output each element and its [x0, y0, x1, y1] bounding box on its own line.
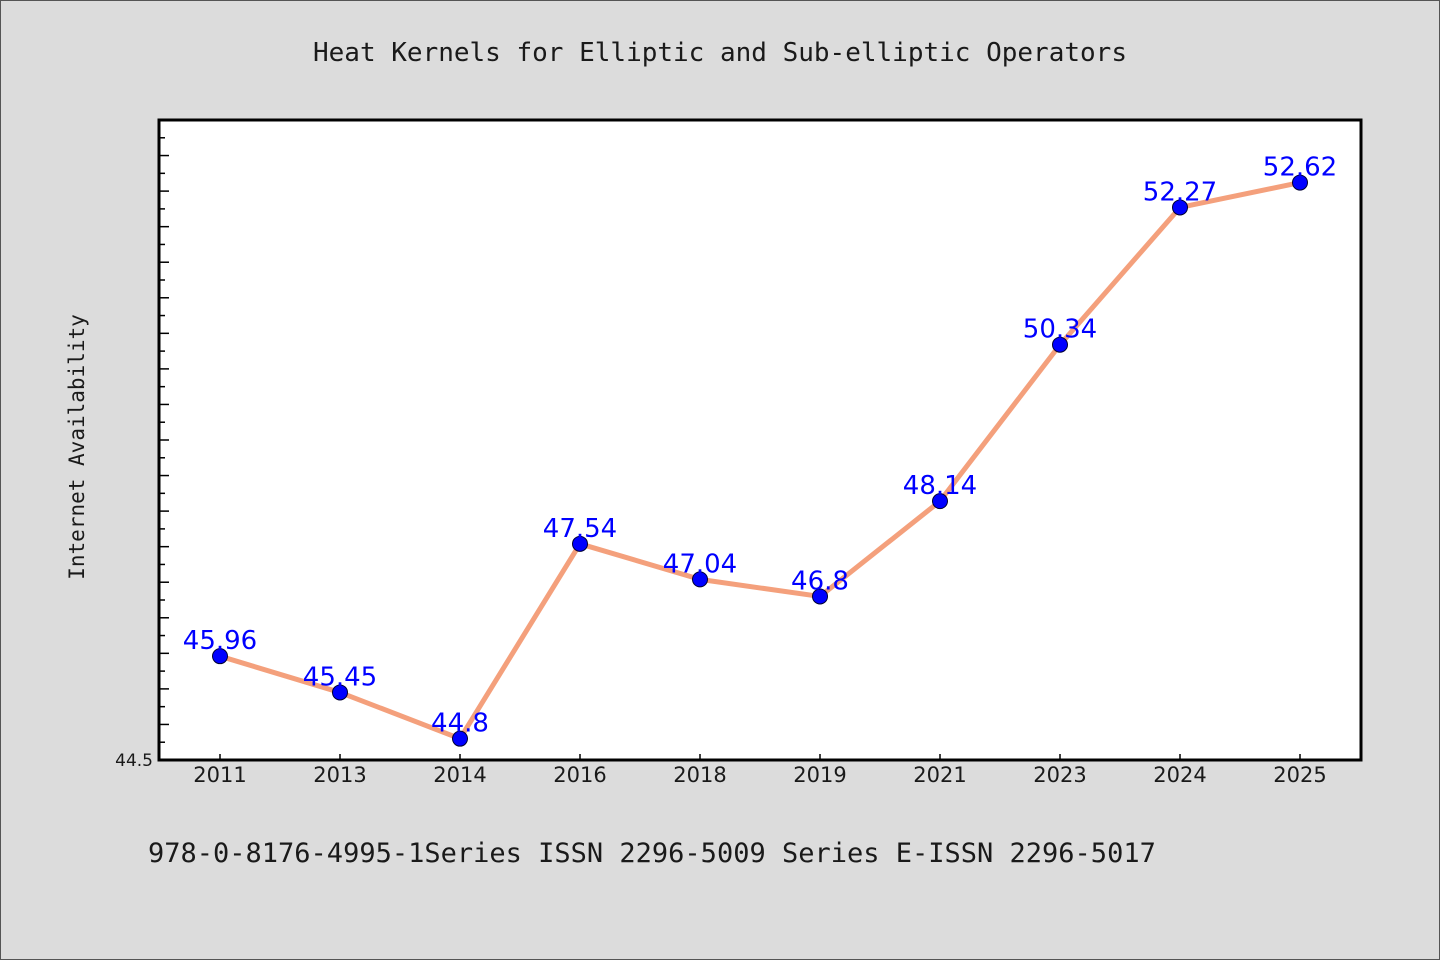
y-axis-ticks [159, 137, 169, 743]
data-point [1052, 336, 1068, 353]
data-point [212, 648, 228, 665]
x-tick-label: 2018 [673, 763, 726, 787]
data-label: 45.45 [303, 662, 377, 692]
x-tick-label: 2019 [793, 763, 846, 787]
x-tick-label: 2023 [1033, 763, 1086, 787]
data-label: 45.96 [183, 626, 257, 656]
data-label: 47.54 [543, 514, 617, 544]
data-labels: 45.96 45.45 44.8 47.54 47.04 46.8 48.14 50.34 52… [183, 153, 1337, 739]
x-tick-label: 2021 [913, 763, 966, 787]
chart-title: Heat Kernels for Elliptic and Sub-ellipt… [313, 38, 1127, 68]
data-point [1172, 199, 1188, 216]
x-tick-label: 2013 [313, 763, 366, 787]
data-label: 44.8 [431, 709, 489, 739]
data-label: 48.14 [903, 471, 977, 501]
x-tick-label: 2016 [553, 763, 606, 787]
data-point [932, 493, 948, 510]
x-tick-labels: 2011 2013 2014 2016 2018 2019 2021 2023 2024 2025 [193, 763, 1326, 787]
x-tick-label: 2014 [433, 763, 486, 787]
data-point [812, 588, 828, 605]
y-tick-label: 44.5 [115, 751, 153, 771]
data-label: 46.8 [791, 566, 849, 596]
x-axis-ticks [219, 754, 1301, 760]
x-tick-label: 2024 [1153, 763, 1206, 787]
y-axis-label: Internet Availability [65, 314, 89, 580]
x-tick-label: 2011 [193, 763, 246, 787]
data-point [332, 684, 348, 701]
data-point [1292, 174, 1308, 191]
data-markers [212, 174, 1308, 747]
x-tick-label: 2025 [1273, 763, 1326, 787]
data-label: 47.04 [663, 549, 737, 579]
data-label: 50.34 [1023, 315, 1097, 345]
footer-text: 978-0-8176-4995-1Series ISSN 2296-5009 S… [148, 838, 1156, 869]
series-line [217, 180, 1303, 742]
data-point [572, 535, 588, 552]
data-point [692, 571, 708, 588]
data-label: 52.62 [1263, 153, 1337, 183]
data-label: 52.27 [1143, 177, 1217, 207]
data-point [452, 730, 468, 747]
